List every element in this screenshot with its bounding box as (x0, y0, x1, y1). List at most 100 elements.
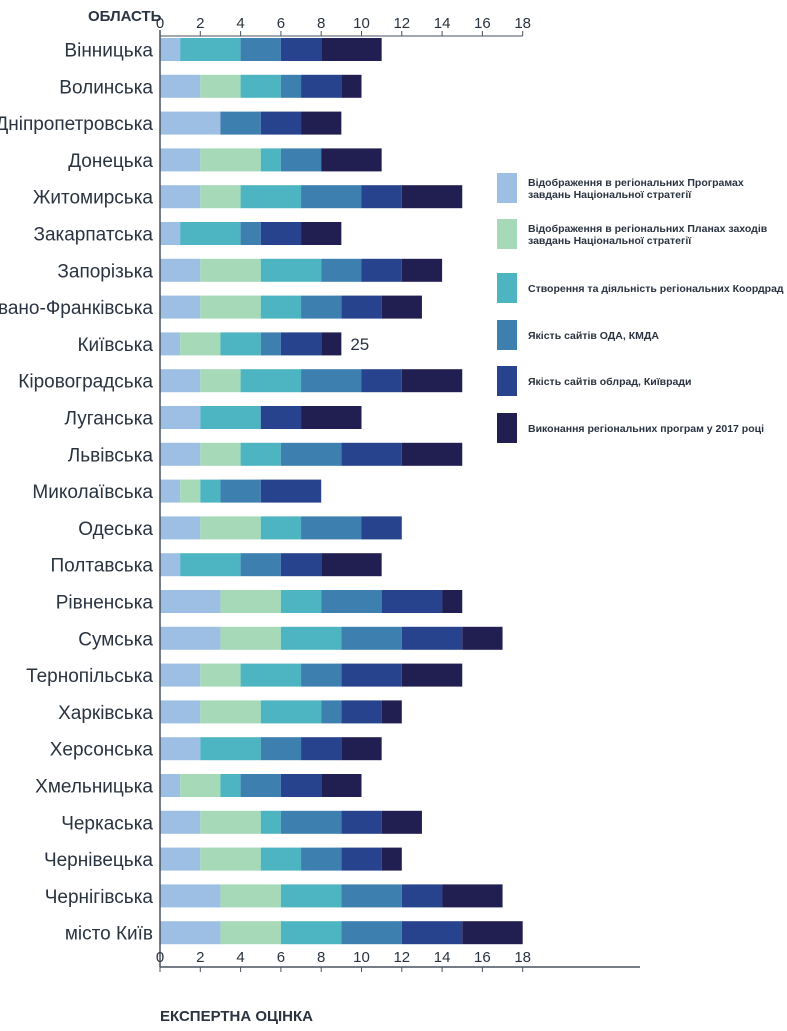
bar-segment (200, 185, 241, 209)
legend-label: завдань Національної стратегії (528, 189, 692, 201)
bar-segment (220, 479, 261, 503)
bar-segment (220, 590, 281, 613)
bar-segment (200, 74, 241, 98)
legend-swatch (497, 173, 517, 203)
bar-segment (381, 810, 422, 834)
legend-swatch (497, 366, 517, 396)
bar-segment (200, 663, 241, 687)
bar-segment (301, 847, 342, 871)
category-labels: Вінницька Волинська Дніпропетровська Донець… (0, 41, 153, 945)
bar-segment (260, 479, 322, 503)
bar-segment (321, 590, 382, 613)
bar-segment (321, 553, 382, 577)
bar-segment (240, 663, 302, 687)
bar-segment (401, 185, 463, 209)
bar-segment (180, 332, 221, 356)
y-axis-title: ОБЛАСТЬ (88, 8, 162, 25)
x-tick-label-top: 16 (474, 15, 491, 32)
bar-segment (301, 516, 362, 540)
bar-segment (180, 38, 241, 61)
x-tick-label-top: 8 (317, 15, 325, 32)
bar-segment (240, 369, 302, 393)
category-label: Харківська (58, 703, 153, 724)
x-tick-label-bottom: 8 (317, 949, 325, 966)
legend-swatch (497, 219, 517, 249)
bar-segment (220, 626, 281, 650)
x-tick-label-top: 4 (236, 15, 244, 32)
legend-swatch (497, 273, 517, 303)
bar-segment (301, 111, 342, 135)
axes: 0 0 2 2 4 4 6 6 8 8 10 10 12 12 14 14 16 16 18 18 (156, 15, 640, 972)
bar-segment (280, 590, 322, 613)
bar-segment (341, 442, 402, 466)
bar-segment (321, 148, 382, 172)
legend-label: Якість сайтів облрад, Київради (528, 376, 691, 388)
bar-segment (280, 332, 322, 356)
legend-swatch (497, 320, 517, 350)
category-label: Тернопільська (26, 666, 153, 687)
bar-segment (180, 774, 221, 797)
bar-segment (260, 847, 302, 871)
bar-segment (200, 369, 241, 393)
bar-segment (361, 185, 402, 209)
bar-segment (280, 442, 342, 466)
bar-segment (160, 847, 201, 871)
bar-segment (260, 295, 302, 319)
category-label: Закарпатська (33, 225, 153, 246)
bar-segment (200, 258, 261, 282)
bar-segment (260, 148, 281, 172)
bar-segment (160, 884, 221, 908)
x-tick-label-bottom: 6 (277, 949, 285, 966)
bar-segment (240, 185, 302, 209)
bar-segment (160, 626, 221, 650)
bar-segment (381, 590, 443, 613)
bar-segment (401, 258, 443, 282)
legend: Відображення в регіональних Програмахзав… (497, 173, 784, 443)
bar-segment (301, 737, 342, 761)
bar-annotation: 25 (350, 335, 369, 354)
category-label: Хмельницька (35, 777, 153, 798)
x-tick-label-top: 0 (156, 15, 164, 32)
bar-segment (180, 222, 241, 245)
bars-layer (160, 38, 523, 945)
x-tick-label-top: 2 (196, 15, 204, 32)
bar-segment (301, 295, 342, 319)
category-label: Полтавська (50, 556, 153, 577)
bar-segment (462, 626, 503, 650)
bar-segment (160, 810, 201, 834)
category-label: Одеська (78, 519, 153, 540)
legend-label: Якість сайтів ОДА, КМДА (528, 330, 659, 342)
category-label: місто Київ (65, 924, 153, 945)
bar-segment (301, 369, 362, 393)
bar-segment (401, 884, 443, 908)
bar-segment (180, 479, 201, 503)
bar-segment (381, 700, 402, 724)
bar-segment (260, 222, 302, 245)
legend-label: Відображення в регіональних Програмах (528, 177, 744, 189)
category-label: Дніпропетровська (0, 114, 153, 135)
x-tick-label-bottom: 4 (236, 949, 244, 966)
bar-segment (341, 74, 362, 98)
bar-segment (280, 553, 322, 577)
category-label: Вінницька (64, 41, 153, 62)
x-tick-label-top: 18 (514, 15, 531, 32)
bar-segment (462, 921, 523, 945)
bar-segment (200, 516, 261, 540)
bar-segment (301, 222, 342, 245)
bar-segment (321, 774, 362, 797)
bar-segment (321, 332, 342, 356)
bar-segment (200, 148, 261, 172)
bar-segment (260, 258, 322, 282)
category-label: Черкаська (61, 813, 153, 834)
bar-segment (280, 810, 342, 834)
legend-label: Відображення в регіональних Планах заход… (528, 223, 768, 235)
bar-segment (341, 921, 402, 945)
x-tick-label-top: 14 (434, 15, 451, 32)
category-label: Донецька (68, 151, 153, 172)
category-label: Івано-Франківська (0, 298, 153, 319)
bar-segment (240, 222, 261, 245)
bar-segment (220, 921, 281, 945)
bar-segment (160, 295, 201, 319)
x-tick-label-bottom: 10 (353, 949, 370, 966)
bar-segment (200, 737, 261, 761)
